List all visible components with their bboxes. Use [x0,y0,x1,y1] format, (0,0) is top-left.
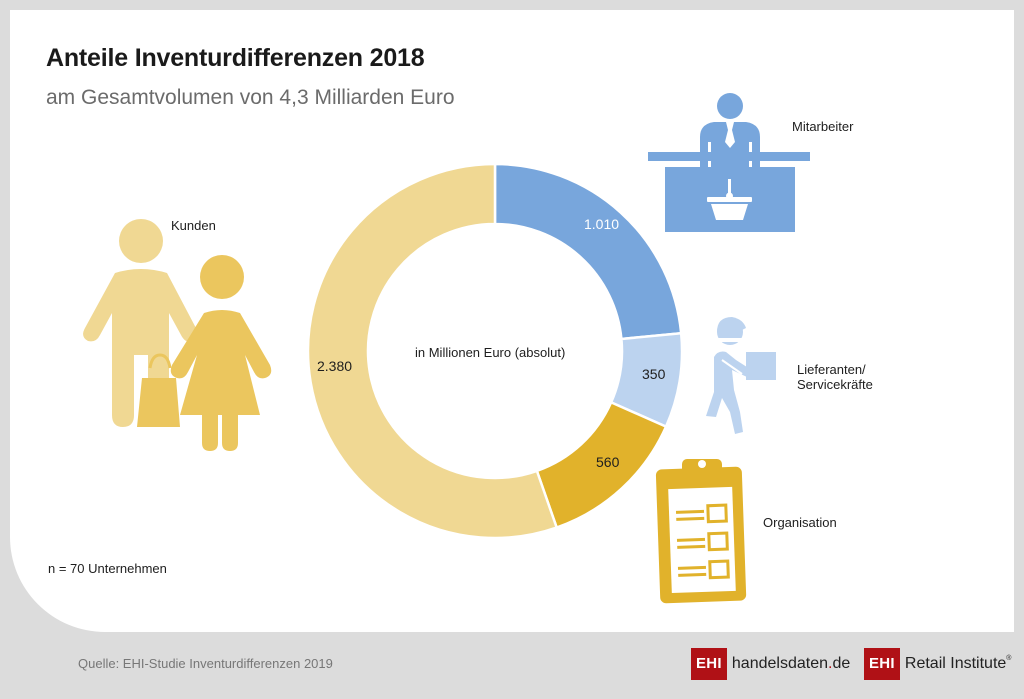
value-organisation: 560 [596,454,620,470]
ehi-logo-box: EHI [691,648,727,680]
label-lieferanten-line2: Servicekräfte [797,377,873,392]
delivery-person-icon [706,317,776,434]
value-mitarbeiter: 1.010 [584,216,620,232]
chart-title: Anteile Inventurdifferenzen 2018 [46,44,425,72]
label-organisation: Organisation [763,515,837,530]
donut-segment [306,162,559,540]
label-kunden: Kunden [171,218,216,233]
handelsdaten-logo-text: handelsdaten.de [731,655,851,672]
ehi-logo-box: EHI [864,648,900,680]
value-kunden: 2.380 [317,358,353,374]
clipboard-checklist-icon [655,459,747,604]
donut-center-label: in Millionen Euro (absolut) [415,345,566,360]
source-note: Quelle: EHI-Studie Inventurdifferenzen 2… [78,656,333,671]
cashier-icon [648,93,810,232]
handelsdaten-logo[interactable]: EHI handelsdaten.de [691,648,850,680]
label-lieferanten-line1: Lieferanten/ [797,362,866,377]
label-mitarbeiter: Mitarbeiter [792,119,854,134]
retail-institute-logo-text: Retail Institute® [904,655,1012,672]
donut-segment [493,162,683,341]
customers-icon [83,219,272,451]
chart-subtitle: am Gesamtvolumen von 4,3 Milliarden Euro [46,86,455,109]
sample-size-note: n = 70 Unternehmen [48,561,167,576]
value-lieferanten: 350 [642,366,666,382]
donut-segments [306,162,684,540]
ehi-retail-institute-logo[interactable]: EHI Retail Institute® [864,648,1011,680]
